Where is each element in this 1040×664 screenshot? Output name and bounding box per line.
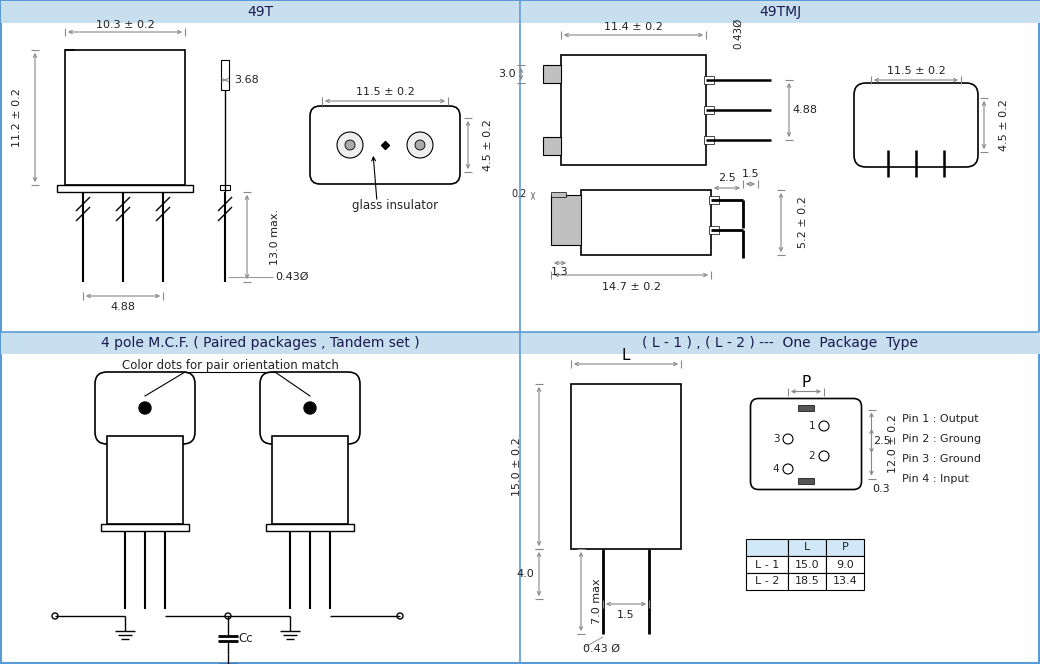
Bar xyxy=(788,556,826,573)
Bar xyxy=(272,436,348,524)
Text: Color dots for pair orientation match: Color dots for pair orientation match xyxy=(122,359,338,371)
Text: 49TMJ: 49TMJ xyxy=(759,5,802,19)
Text: L - 1: L - 1 xyxy=(755,560,779,570)
Text: 0.43Ø: 0.43Ø xyxy=(275,272,309,282)
Bar xyxy=(571,384,681,549)
Text: 18.5: 18.5 xyxy=(795,576,820,586)
Text: Pin 2 : Groung: Pin 2 : Groung xyxy=(902,434,981,444)
Text: 0.43Ø: 0.43Ø xyxy=(733,17,744,48)
Text: 12.0 ± 0.2: 12.0 ± 0.2 xyxy=(888,414,899,473)
Text: 0.3: 0.3 xyxy=(873,485,890,495)
Bar xyxy=(798,477,814,483)
Bar xyxy=(543,137,561,155)
Text: 4.5 ± 0.2: 4.5 ± 0.2 xyxy=(999,99,1009,151)
Text: P: P xyxy=(841,542,849,552)
FancyBboxPatch shape xyxy=(95,372,196,444)
Text: 3.0: 3.0 xyxy=(498,69,516,79)
Bar xyxy=(101,524,189,531)
Bar xyxy=(551,195,581,245)
FancyBboxPatch shape xyxy=(310,106,460,184)
Text: L: L xyxy=(622,347,630,363)
Text: 13.4: 13.4 xyxy=(833,576,857,586)
Text: 4.5 ± 0.2: 4.5 ± 0.2 xyxy=(483,119,493,171)
Bar xyxy=(746,573,788,590)
FancyBboxPatch shape xyxy=(260,372,360,444)
Text: 1.5: 1.5 xyxy=(617,610,634,620)
Text: Pin 4 : Input: Pin 4 : Input xyxy=(902,474,968,484)
Bar xyxy=(581,190,711,255)
Text: 13.0 max.: 13.0 max. xyxy=(270,209,280,265)
Text: 11.4 ± 0.2: 11.4 ± 0.2 xyxy=(604,22,662,32)
Bar xyxy=(551,192,566,197)
Text: 4 pole M.C.F. ( Paired packages , Tandem set ): 4 pole M.C.F. ( Paired packages , Tandem… xyxy=(101,336,420,350)
Circle shape xyxy=(304,402,316,414)
Text: 0.2: 0.2 xyxy=(512,189,526,199)
Bar xyxy=(222,60,229,90)
Bar xyxy=(521,332,1040,354)
Circle shape xyxy=(337,132,363,158)
Text: 1.5: 1.5 xyxy=(742,169,759,179)
Text: 2.5: 2.5 xyxy=(719,173,736,183)
Text: Pin 3 : Ground: Pin 3 : Ground xyxy=(902,454,981,464)
Circle shape xyxy=(407,132,433,158)
Text: 4.88: 4.88 xyxy=(110,302,135,312)
Text: 1: 1 xyxy=(809,421,815,431)
Text: 4.88: 4.88 xyxy=(792,105,817,115)
Text: 4: 4 xyxy=(773,464,779,474)
Text: 11.5 ± 0.2: 11.5 ± 0.2 xyxy=(887,66,945,76)
Bar xyxy=(1,1,520,23)
Circle shape xyxy=(139,402,151,414)
Bar xyxy=(709,196,719,204)
Bar xyxy=(543,65,561,83)
Text: 3: 3 xyxy=(773,434,779,444)
Text: 0.43 Ø: 0.43 Ø xyxy=(583,644,620,654)
Circle shape xyxy=(415,140,425,150)
Bar xyxy=(220,185,230,190)
Text: 9.0: 9.0 xyxy=(836,560,854,570)
Text: 11.5 ± 0.2: 11.5 ± 0.2 xyxy=(356,87,414,97)
Text: 1.3: 1.3 xyxy=(551,267,569,277)
Text: 15.0: 15.0 xyxy=(795,560,820,570)
Text: L - 2: L - 2 xyxy=(755,576,779,586)
Text: 3.68: 3.68 xyxy=(235,75,259,85)
Bar xyxy=(704,136,714,144)
Bar xyxy=(788,573,826,590)
Text: Cc: Cc xyxy=(239,631,254,645)
Text: 10.3 ± 0.2: 10.3 ± 0.2 xyxy=(96,20,154,30)
Text: P: P xyxy=(802,375,810,390)
Bar xyxy=(746,556,788,573)
Bar xyxy=(704,106,714,114)
Bar xyxy=(107,436,183,524)
Bar xyxy=(826,539,864,556)
Bar xyxy=(266,524,354,531)
Text: 7.0 max: 7.0 max xyxy=(592,579,602,624)
Bar xyxy=(746,539,788,556)
FancyBboxPatch shape xyxy=(751,398,861,489)
Bar xyxy=(704,76,714,84)
Circle shape xyxy=(345,140,355,150)
Bar xyxy=(57,185,193,192)
Bar xyxy=(788,539,826,556)
Bar xyxy=(709,226,719,234)
Bar xyxy=(1,332,520,354)
Text: 14.7 ± 0.2: 14.7 ± 0.2 xyxy=(601,282,660,292)
Text: 11.2 ± 0.2: 11.2 ± 0.2 xyxy=(12,88,22,147)
Text: 15.0 ± 0.2: 15.0 ± 0.2 xyxy=(512,437,522,496)
Text: L: L xyxy=(804,542,810,552)
Bar xyxy=(521,1,1040,23)
Bar xyxy=(561,55,706,165)
FancyBboxPatch shape xyxy=(854,83,978,167)
Bar xyxy=(64,50,185,185)
Text: 2.5: 2.5 xyxy=(873,436,890,446)
Bar xyxy=(798,404,814,410)
Text: ( L - 1 ) , ( L - 2 ) ---  One  Package  Type: ( L - 1 ) , ( L - 2 ) --- One Package Ty… xyxy=(643,336,918,350)
Bar xyxy=(826,573,864,590)
Text: 5.2 ± 0.2: 5.2 ± 0.2 xyxy=(798,197,808,248)
Text: 4.0: 4.0 xyxy=(516,569,534,579)
Text: glass insulator: glass insulator xyxy=(352,199,438,212)
Text: Pin 1 : Output: Pin 1 : Output xyxy=(902,414,979,424)
Text: 2: 2 xyxy=(809,451,815,461)
Bar xyxy=(826,556,864,573)
Text: 49T: 49T xyxy=(248,5,274,19)
